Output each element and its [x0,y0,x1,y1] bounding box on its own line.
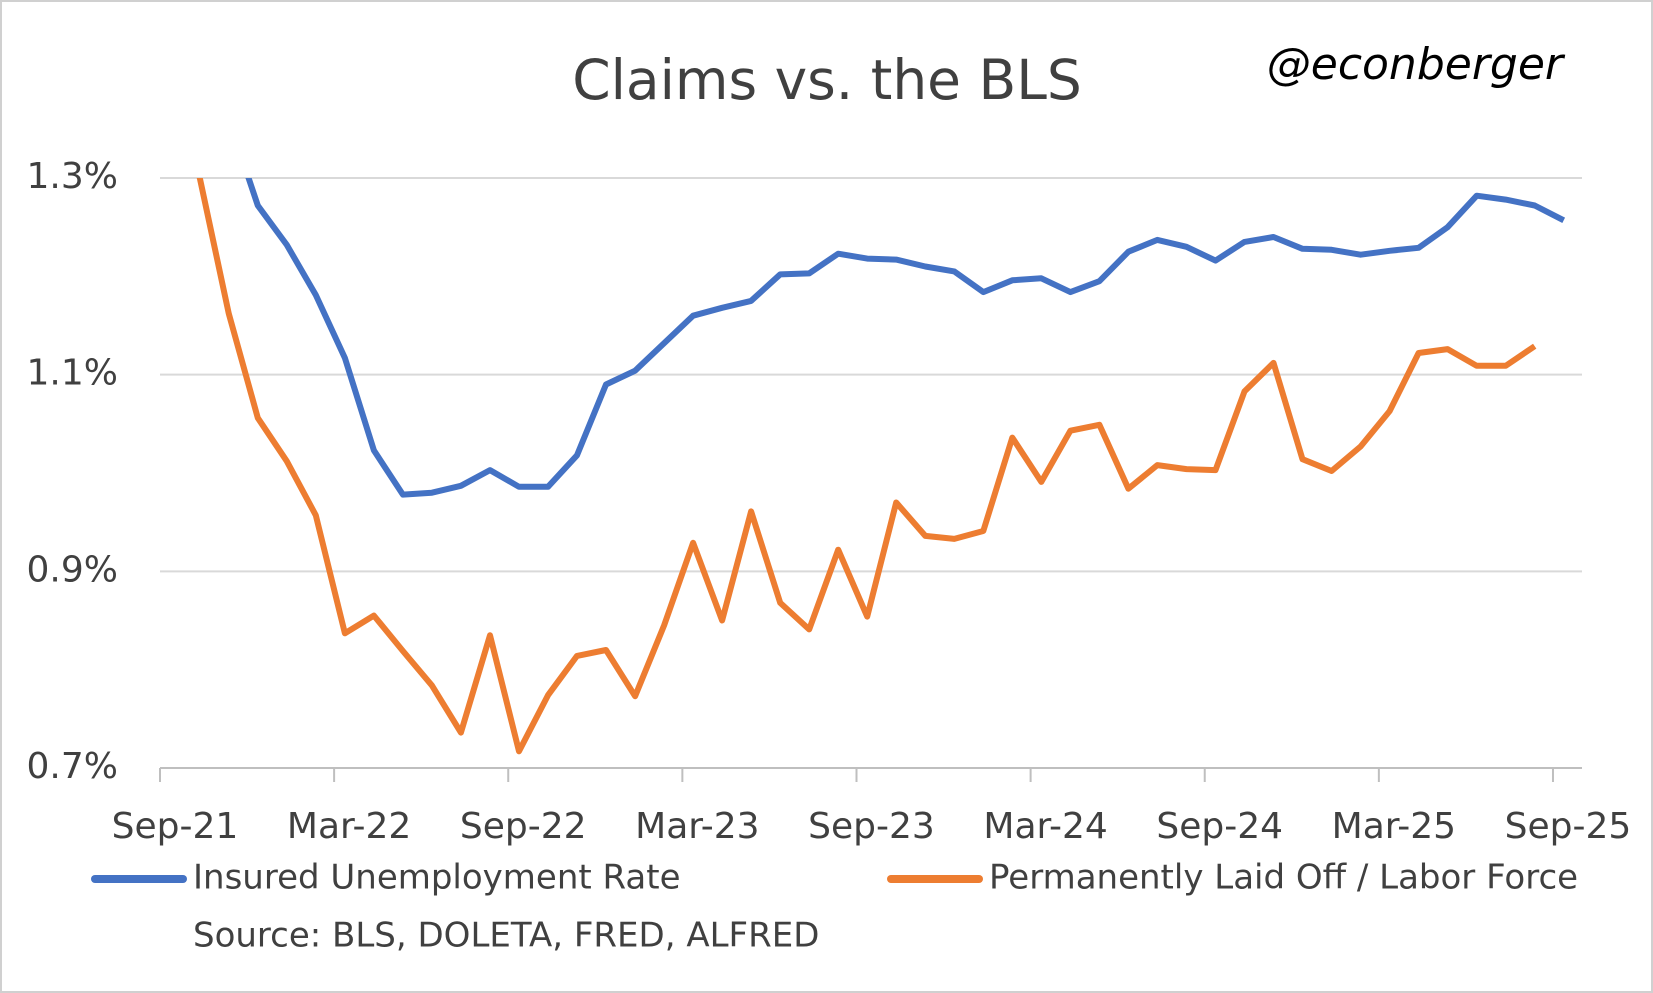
source-note: Source: BLS, DOLETA, FRED, ALFRED [193,916,819,956]
x-tick-label: Sep-23 [808,806,935,847]
x-tick-label: Sep-25 [1505,806,1632,847]
annotation: @econberger [1267,39,1566,90]
x-tick-label: Sep-24 [1156,806,1283,847]
x-tick-label: Sep-22 [460,806,587,847]
series-line [196,178,1537,755]
y-tick-label: 0.9% [27,549,118,590]
x-tick-label: Mar-22 [287,806,411,847]
x-tick-label: Sep-21 [112,806,239,847]
x-tick-label: Mar-25 [1332,806,1456,847]
x-tick-label: Mar-24 [983,806,1107,847]
series-line [245,178,1566,498]
x-tick-label: Mar-23 [635,806,759,847]
y-tick-label: 1.1% [27,353,118,394]
y-tick-label: 0.7% [27,746,118,787]
y-tick-label: 1.3% [27,156,118,197]
legend-label: Insured Unemployment Rate [193,858,681,898]
legend-label: Permanently Laid Off / Labor Force [989,858,1578,898]
chart-title: Claims vs. the BLS [572,48,1082,112]
